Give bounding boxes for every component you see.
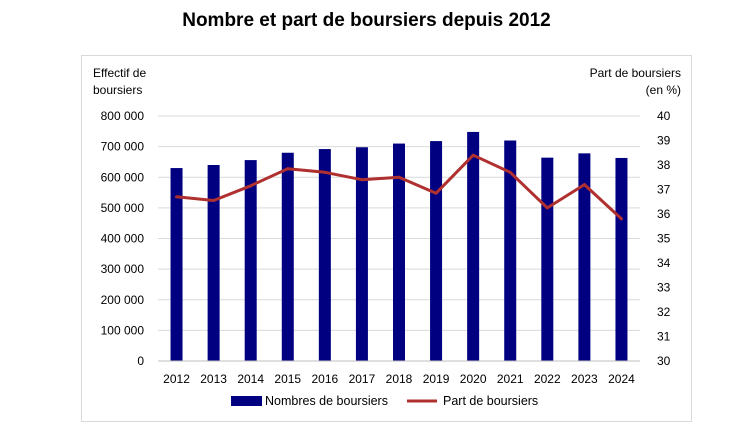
x-tick-label: 2016 (311, 372, 338, 386)
bar (615, 157, 628, 361)
line-point (212, 199, 216, 203)
line-point (360, 178, 364, 182)
bar (207, 165, 220, 361)
line-point (397, 175, 401, 179)
bar (170, 168, 183, 361)
y-right-tick-label: 30 (657, 354, 671, 368)
y-left-tick-label: 100 000 (101, 323, 145, 337)
line-point (545, 206, 549, 210)
y-right-tick-label: 32 (657, 305, 671, 319)
x-tick-label: 2018 (386, 372, 413, 386)
bar (430, 141, 443, 361)
line-point (286, 167, 290, 171)
y-right-label-line-2: (en %) (646, 83, 681, 97)
x-tick-label: 2017 (349, 372, 376, 386)
y-right-label-line-1: Part de boursiers (590, 66, 681, 80)
line-point (582, 183, 586, 187)
x-tick-label: 2024 (608, 372, 635, 386)
x-tick-label: 2023 (571, 372, 598, 386)
line-series (175, 153, 623, 221)
bar (244, 160, 257, 361)
bar (355, 147, 368, 361)
legend-line-label: Part de boursiers (443, 394, 538, 408)
chart-title: Nombre et part de boursiers depuis 2012 (182, 10, 551, 31)
y-left-tick-label: 800 000 (101, 109, 145, 123)
line-point (508, 170, 512, 174)
bar (467, 131, 480, 361)
bar (393, 143, 405, 361)
y-left-label-line-1: Effectif de (93, 66, 146, 80)
bar-series (170, 131, 628, 361)
legend: Nombres de boursiers Part de boursiers (231, 394, 538, 408)
y-right-tick-label: 39 (657, 134, 671, 148)
y-left-label-line-2: boursiers (93, 83, 142, 97)
x-tick-label: 2014 (237, 372, 264, 386)
y-right-tick-label: 33 (657, 281, 671, 295)
x-tick-label: 2019 (423, 372, 450, 386)
bar (504, 140, 517, 361)
y-right-tick-label: 35 (657, 232, 671, 246)
legend-bar-label: Nombres de boursiers (265, 394, 388, 408)
y-left-tick-label: 600 000 (101, 170, 145, 184)
y-right-tick-label: 36 (657, 207, 671, 221)
y-left-tick-label: 0 (137, 354, 144, 368)
bar (318, 149, 331, 361)
x-tick-label: 2022 (534, 372, 561, 386)
chart-frame (81, 55, 692, 422)
legend-bar-swatch (231, 396, 262, 406)
y-right-tick-label: 38 (657, 158, 671, 172)
y-left-tick-label: 700 000 (101, 140, 145, 154)
line-point (323, 170, 327, 174)
bar (281, 152, 294, 361)
x-tick-label: 2020 (460, 372, 487, 386)
bar (578, 153, 591, 361)
x-tick-label: 2021 (497, 372, 524, 386)
x-tick-label: 2013 (200, 372, 227, 386)
bar (541, 157, 554, 361)
line-point (471, 153, 475, 157)
line-point (619, 217, 623, 221)
line-point (175, 195, 179, 199)
y-left-tick-label: 500 000 (101, 201, 145, 215)
x-tick-label: 2015 (274, 372, 301, 386)
axes: 0 100 000 200 000 300 000 400 000 500 000 600 … (101, 109, 671, 386)
y-right-tick-label: 37 (657, 183, 671, 197)
line-point (249, 184, 253, 188)
y-left-tick-label: 400 000 (101, 232, 145, 246)
y-right-tick-label: 40 (657, 109, 671, 123)
line-point (434, 191, 438, 195)
y-right-tick-label: 31 (657, 330, 671, 344)
y-right-tick-label: 34 (657, 256, 671, 270)
x-tick-label: 2012 (163, 372, 190, 386)
y-left-tick-label: 300 000 (101, 262, 145, 276)
y-left-tick-label: 200 000 (101, 293, 145, 307)
